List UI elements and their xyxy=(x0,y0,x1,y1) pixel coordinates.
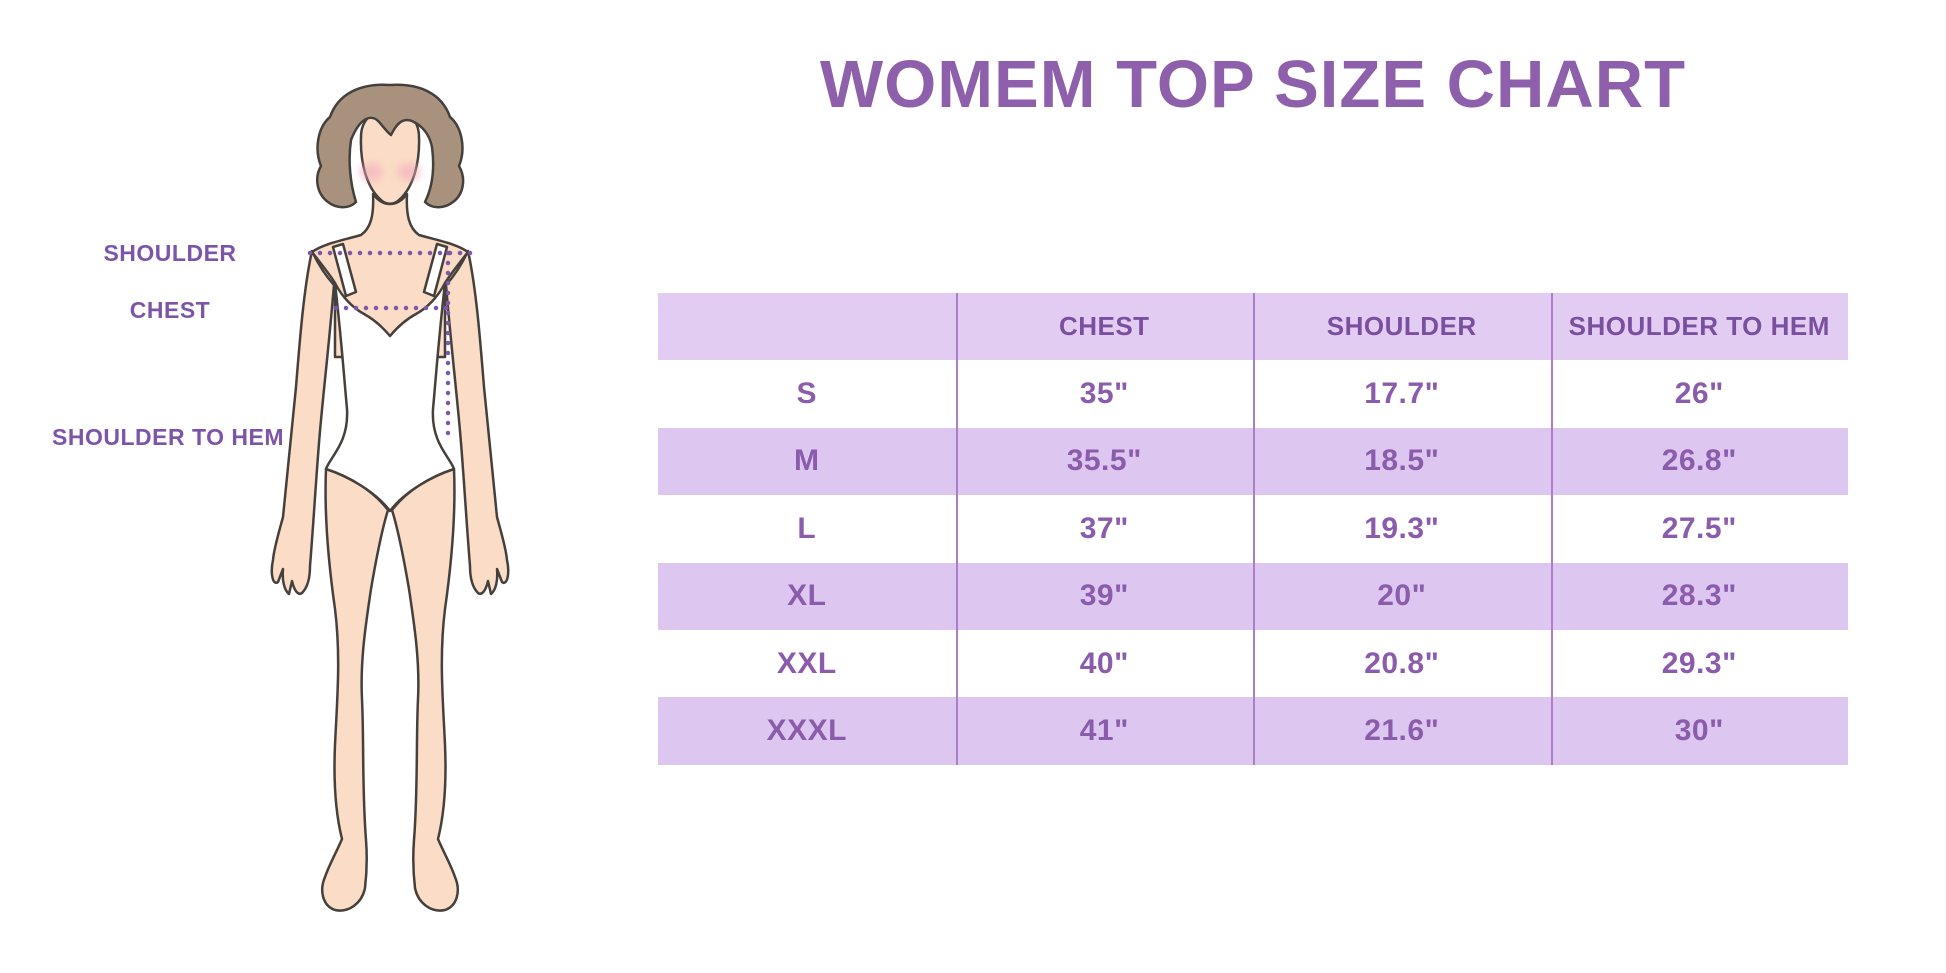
measurement-figure-panel: SHOULDER CHEST SHOULDER TO HEM xyxy=(0,0,620,973)
size-cell: L xyxy=(797,511,817,545)
shoulder-to-hem-value-cell: 29.3" xyxy=(1661,646,1737,680)
size-chart-table: CHEST SHOULDER SHOULDER TO HEM S 35" 17.… xyxy=(658,293,1848,765)
bodysuit-right-strap xyxy=(422,242,449,298)
shoulder-measurement-label: SHOULDER xyxy=(103,240,237,266)
size-cell: XXXL xyxy=(766,714,847,748)
bodysuit-left-strap xyxy=(331,242,358,298)
hair xyxy=(315,83,465,209)
size-cell: XL xyxy=(787,579,827,613)
shoulder-to-hem-value-cell: 30" xyxy=(1674,714,1724,748)
shoulder-value-cell: 21.6" xyxy=(1364,714,1440,748)
shoulder-value-cell: 20" xyxy=(1377,579,1427,613)
chest-value-cell: 37" xyxy=(1079,511,1129,545)
bodysuit-body xyxy=(324,281,456,513)
shoulder-to-hem-value-cell: 27.5" xyxy=(1661,511,1737,545)
chest-value-cell: 35.5" xyxy=(1066,444,1142,478)
shoulder-value-cell: 19.3" xyxy=(1364,511,1440,545)
size-cell: M xyxy=(794,444,820,478)
chest-value-cell: 40" xyxy=(1079,646,1129,680)
shoulder-value-cell: 17.7" xyxy=(1364,377,1440,411)
page-title: WOMEM TOP SIZE CHART xyxy=(819,47,1687,122)
shoulder-to-hem-measurement-label: SHOULDER TO HEM xyxy=(52,424,284,450)
shoulder-to-hem-value-cell: 26.8" xyxy=(1661,444,1737,478)
table-header-chest: CHEST xyxy=(1058,311,1150,342)
table-row-l: L 37" 19.3" 27.5" xyxy=(658,495,1848,562)
bodysuit xyxy=(324,242,456,513)
right-blush xyxy=(397,163,421,181)
shoulder-to-hem-value-cell: 26" xyxy=(1674,377,1724,411)
table-header-shoulder: SHOULDER xyxy=(1326,311,1477,342)
shoulder-to-hem-value-cell: 28.3" xyxy=(1661,579,1737,613)
size-cell: S xyxy=(796,377,817,411)
column-divider xyxy=(1253,293,1255,765)
chest-measurement-label: CHEST xyxy=(129,297,211,323)
table-header-shoulder-to-hem: SHOULDER TO HEM xyxy=(1568,311,1830,342)
chest-value-cell: 35" xyxy=(1079,377,1129,411)
shoulder-value-cell: 20.8" xyxy=(1364,646,1440,680)
measurement-lines xyxy=(307,250,480,444)
table-row-xxl: XXL 40" 20.8" 29.3" xyxy=(658,630,1848,697)
woman-figure-illustration xyxy=(270,83,510,912)
left-blush xyxy=(359,163,383,181)
table-header-empty xyxy=(658,293,956,360)
shoulder-value-cell: 18.5" xyxy=(1364,444,1440,478)
column-divider xyxy=(1550,293,1553,765)
chest-value-cell: 41" xyxy=(1079,714,1129,748)
body-skin xyxy=(270,192,510,912)
table-row-s: S 35" 17.7" 26" xyxy=(658,360,1848,427)
chest-value-cell: 39" xyxy=(1079,579,1129,613)
column-divider xyxy=(955,293,958,765)
size-cell: XXL xyxy=(776,646,837,680)
